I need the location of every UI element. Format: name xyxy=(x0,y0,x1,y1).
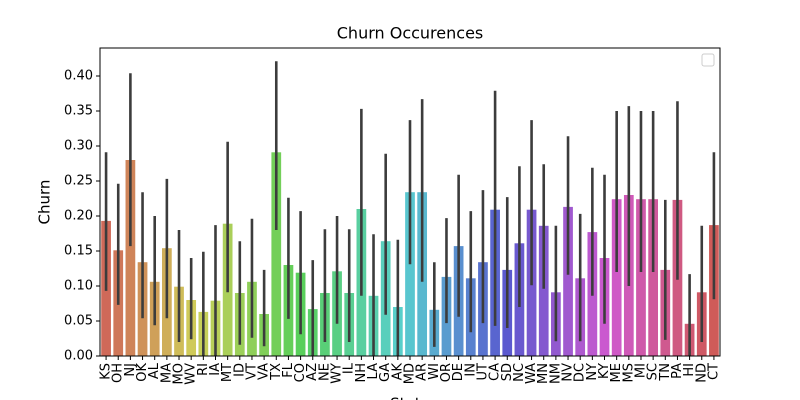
x-tick-label: OH xyxy=(111,363,126,383)
x-tick-label: MI xyxy=(633,363,648,378)
bar xyxy=(611,199,622,356)
x-tick-label: NH xyxy=(354,363,369,383)
y-axis-label: Churn xyxy=(36,180,54,225)
x-tick-label: MD xyxy=(403,363,418,384)
x-tick-label: CA xyxy=(488,363,503,381)
x-tick-label: MS xyxy=(621,363,636,382)
x-tick-label: IN xyxy=(463,363,478,377)
x-tick-label: DC xyxy=(573,363,588,382)
y-tick-label: 0.40 xyxy=(64,69,93,84)
x-tick-label: AL xyxy=(147,362,162,379)
x-tick-label: AZ xyxy=(305,363,320,381)
x-tick-label: CT xyxy=(706,363,721,380)
x-tick-label: OK xyxy=(135,363,150,382)
x-tick-label: TX xyxy=(269,363,284,381)
x-tick-label: NE xyxy=(317,363,332,381)
x-tick-label: VT xyxy=(244,363,259,380)
x-tick-label: NC xyxy=(512,363,527,382)
x-tick-label: TN xyxy=(658,363,673,382)
y-tick-label: 0.20 xyxy=(64,209,93,224)
x-tick-label: PA xyxy=(670,363,685,379)
legend-box xyxy=(701,53,715,67)
x-tick-label: IA xyxy=(208,363,223,376)
x-tick-label: VA xyxy=(257,363,272,380)
x-tick-label: CO xyxy=(293,363,308,382)
plot-frame xyxy=(99,47,721,357)
x-tick-label: NM xyxy=(548,363,563,384)
y-tick-label: 0.25 xyxy=(64,174,93,189)
x-tick-label: WI xyxy=(427,363,442,380)
x-tick-label: MO xyxy=(172,363,187,384)
x-tick-label: ID xyxy=(232,363,247,377)
x-tick-label: KY xyxy=(597,363,612,379)
bar xyxy=(271,152,282,356)
y-tick-label: 0.35 xyxy=(64,104,93,119)
x-tick-label: WY xyxy=(330,363,345,384)
x-tick-label: NV xyxy=(561,363,576,382)
bar xyxy=(636,199,646,356)
bar xyxy=(648,199,658,356)
y-tick-label: 0.30 xyxy=(64,139,93,154)
x-tick-label: AK xyxy=(390,363,405,381)
y-tick-label: 0.05 xyxy=(64,314,93,329)
x-tick-label: RI xyxy=(196,363,211,376)
x-tick-label: IL xyxy=(342,362,357,374)
x-tick-label: KS xyxy=(99,363,114,380)
bar xyxy=(538,225,549,356)
x-tick-label: MT xyxy=(220,363,235,382)
x-tick-label: AR xyxy=(415,363,430,381)
bar xyxy=(125,160,136,356)
x-tick-label: MA xyxy=(159,363,174,383)
x-tick-label: UT xyxy=(475,363,490,381)
x-axis-label: State xyxy=(390,395,430,400)
chart-title: Churn Occurences xyxy=(337,24,484,43)
x-tick-label: ND xyxy=(694,363,709,383)
x-tick-label: NJ xyxy=(123,363,138,377)
x-tick-label: OR xyxy=(439,363,454,382)
x-tick-label: SC xyxy=(646,363,661,380)
x-tick-label: LA xyxy=(366,363,381,380)
x-tick-label: ME xyxy=(609,363,624,382)
y-tick-label: 0.10 xyxy=(64,279,93,294)
y-tick-label: 0.15 xyxy=(64,244,93,259)
x-tick-label: WA xyxy=(524,363,539,384)
x-tick-label: FL xyxy=(281,362,296,377)
x-tick-label: WV xyxy=(184,363,199,385)
x-tick-label: NY xyxy=(585,363,600,381)
x-tick-label: MN xyxy=(536,363,551,384)
bar xyxy=(405,192,415,356)
y-tick-label: 0.00 xyxy=(64,349,93,364)
x-tick-label: DE xyxy=(451,363,466,381)
bar xyxy=(563,206,573,356)
x-tick-label: SD xyxy=(500,363,515,381)
x-tick-label: GA xyxy=(378,363,393,382)
x-tick-label: HI xyxy=(682,363,697,377)
